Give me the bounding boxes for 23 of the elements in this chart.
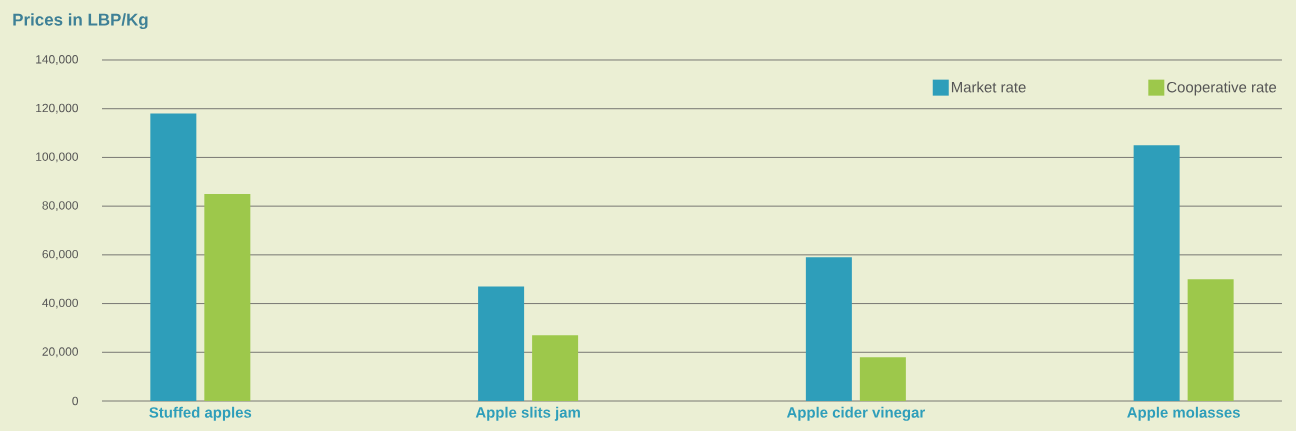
y-tick-label: 100,000: [36, 152, 79, 163]
y-tick-label: 40,000: [42, 298, 79, 309]
bar: [532, 335, 579, 401]
y-tick-label: 140,000: [36, 55, 79, 65]
legend-label: Market rate: [951, 81, 1026, 93]
bar: [204, 193, 251, 401]
bar: [805, 257, 852, 401]
x-tick-label: Apple molasses: [1127, 406, 1240, 421]
y-tick-label: 120,000: [36, 103, 79, 114]
y-tick-label: 60,000: [42, 249, 79, 260]
x-tick-label: Stuffed apples: [149, 406, 252, 421]
bar: [1133, 145, 1180, 401]
y-tick-label: 20,000: [42, 347, 79, 358]
legend-label: Cooperative rate: [1167, 81, 1277, 96]
bar: [478, 286, 525, 401]
y-axis-title: Prices in LBP/Kg: [13, 13, 148, 30]
x-tick-label: Apple cider vinegar: [786, 406, 925, 421]
bar: [859, 357, 906, 401]
bar: [150, 113, 197, 401]
y-tick-label: 0: [72, 396, 79, 406]
y-tick-label: 80,000: [42, 201, 79, 212]
x-tick-label: Apple slits jam: [475, 406, 580, 421]
bar: [1187, 279, 1234, 401]
